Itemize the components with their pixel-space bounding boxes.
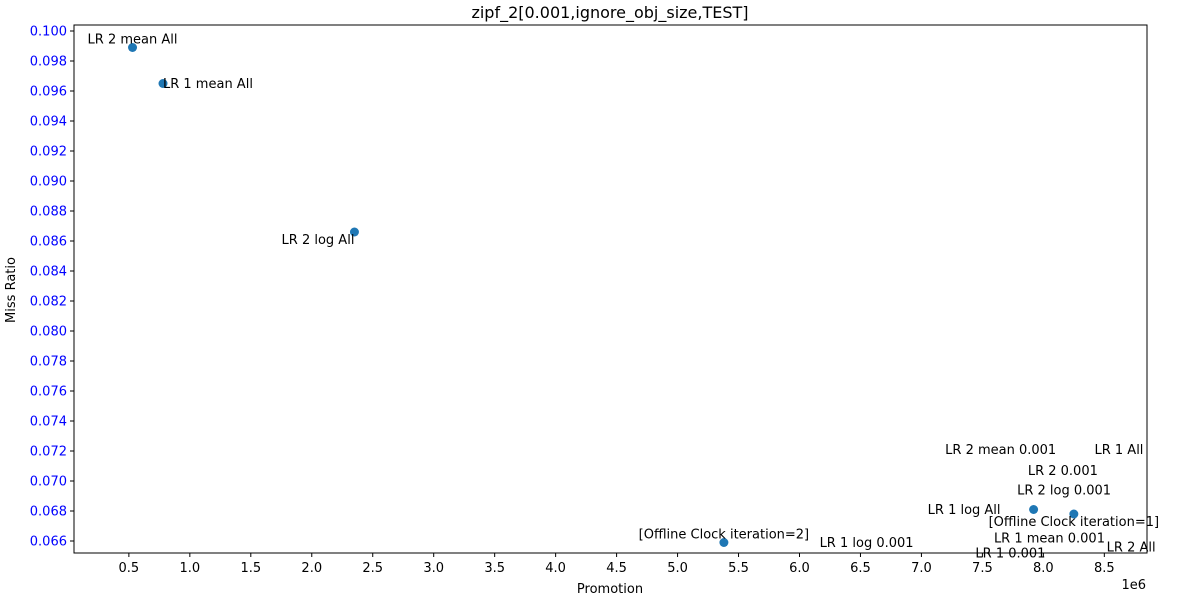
x-tick-label: 7.0	[911, 561, 932, 576]
x-tick-label: 8.5	[1094, 561, 1115, 576]
data-point	[719, 538, 729, 547]
y-tick-label: 0.070	[30, 475, 67, 490]
point-annotation: [Offline Clock iteration=2]	[639, 528, 809, 543]
chart-title: zipf_2[0.001,ignore_obj_size,TEST]	[471, 3, 748, 23]
y-tick-label: 0.090	[30, 175, 67, 190]
y-tick-label: 0.088	[30, 205, 67, 220]
plot-area	[73, 24, 1148, 554]
y-tick-label: 0.094	[30, 115, 67, 130]
x-tick-label: 6.0	[789, 561, 810, 576]
x-tick-label: 5.0	[667, 561, 688, 576]
x-axis-label: Promotion	[577, 582, 643, 597]
x-tick-label: 4.0	[545, 561, 566, 576]
y-tick-label: 0.092	[30, 145, 67, 160]
data-points	[128, 43, 1079, 547]
data-point	[158, 79, 168, 88]
point-annotation: LR 1 All	[1094, 443, 1143, 458]
point-annotation: LR 1 0.001	[975, 547, 1045, 562]
x-tick-label: 0.5	[119, 561, 140, 576]
y-tick-label: 0.072	[30, 445, 67, 460]
y-tick-label: 0.100	[30, 25, 67, 40]
x-tick-label: 8.0	[1033, 561, 1054, 576]
y-axis-ticks: 0.066 0.068 0.070 0.072 0.074 0.076 0.078 0.080…	[30, 25, 74, 550]
point-annotation: LR 2 log All	[282, 233, 355, 248]
x-tick-label: 1.0	[179, 561, 200, 576]
y-tick-label: 0.076	[30, 385, 67, 400]
x-tick-label: 2.5	[362, 561, 383, 576]
y-tick-label: 0.066	[30, 535, 67, 550]
x-axis-offset-label: 1e6	[1121, 578, 1146, 593]
point-annotation: LR 1 log All	[928, 503, 1001, 518]
data-point	[128, 43, 138, 52]
annotations: LR 2 mean All LR 1 mean All LR 2 log All [O…	[88, 33, 1160, 562]
x-tick-label: 4.5	[606, 561, 627, 576]
y-tick-label: 0.068	[30, 505, 67, 520]
point-annotation: LR 1 mean All	[163, 77, 253, 92]
y-tick-label: 0.082	[30, 295, 67, 310]
point-annotation: LR 1 log 0.001	[820, 536, 914, 551]
y-tick-label: 0.086	[30, 235, 67, 250]
x-tick-label: 1.5	[240, 561, 261, 576]
point-annotation: [Offline Clock iteration=1]	[989, 515, 1159, 530]
point-annotation: LR 2 All	[1107, 541, 1156, 556]
y-tick-label: 0.078	[30, 355, 67, 370]
x-tick-label: 3.0	[423, 561, 444, 576]
data-point	[1029, 505, 1039, 514]
data-point	[1069, 509, 1079, 519]
y-tick-label: 0.098	[30, 55, 67, 70]
point-annotation: LR 2 log 0.001	[1017, 484, 1111, 499]
x-tick-label: 2.0	[301, 561, 322, 576]
x-tick-label: 6.5	[850, 561, 871, 576]
point-annotation: LR 2 mean 0.001	[945, 443, 1056, 458]
point-annotation: LR 2 0.001	[1028, 464, 1098, 479]
point-annotation: LR 2 mean All	[88, 33, 178, 48]
plot-frame	[73, 24, 1148, 554]
y-tick-label: 0.074	[30, 415, 67, 430]
y-tick-label: 0.096	[30, 85, 67, 100]
x-tick-label: 5.5	[728, 561, 749, 576]
point-annotation: LR 1 mean 0.001	[994, 532, 1105, 547]
y-axis-label: Miss Ratio	[4, 257, 19, 323]
y-tick-label: 0.084	[30, 265, 67, 280]
x-tick-label: 3.5	[484, 561, 505, 576]
x-tick-label: 7.5	[972, 561, 993, 576]
y-tick-label: 0.080	[30, 325, 67, 340]
data-point	[349, 227, 359, 237]
x-axis-ticks: 0.5 1.0 1.5 2.0 2.5 3.0 3.5 4.0 4.5 5.0 5.5 6.0 6.5 7…	[119, 553, 1115, 576]
